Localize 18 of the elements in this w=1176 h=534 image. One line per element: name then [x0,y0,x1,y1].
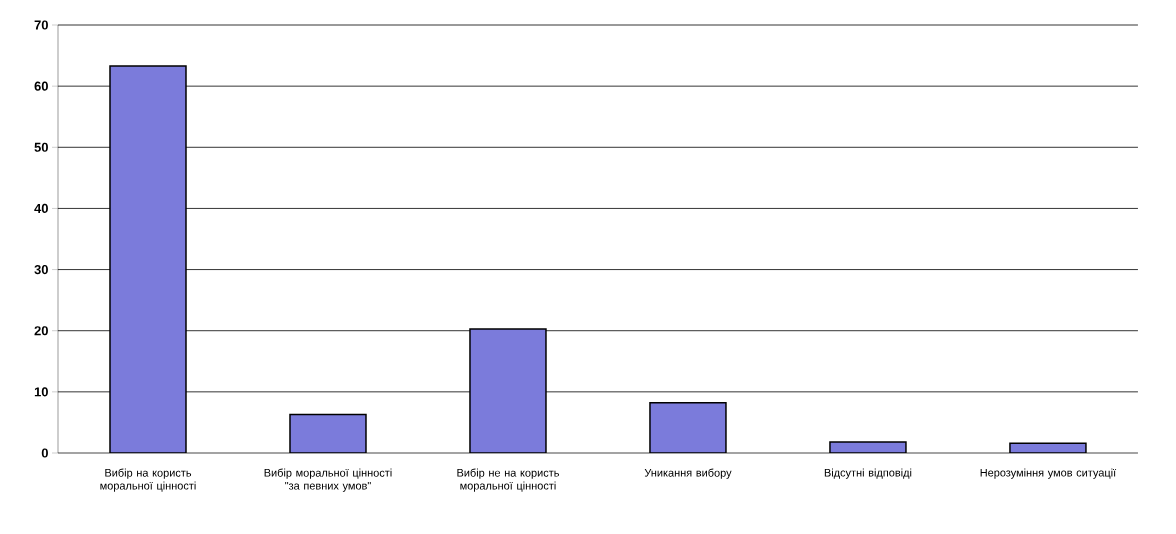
y-tick-label: 40 [34,203,48,214]
y-tick-label: 10 [34,387,48,397]
y-tick-label: 50 [34,142,48,152]
y-tick-label: 30 [34,264,48,275]
x-tick-label: Уникання вибору [644,468,732,479]
x-tick-label: Вибір не на користь моральної цінності [457,468,559,492]
y-tick-label: 70 [34,20,48,30]
bar [469,328,547,453]
x-tick-label: Нерозуміння умов ситуації [980,468,1117,479]
y-tick-label: 60 [34,81,48,91]
x-tick-label: Вибір моральної цінності "за певних умов" [264,468,392,492]
y-tick-label: 0 [41,448,48,458]
x-tick-label: Вибір на користь моральної цінності [100,468,196,492]
y-tick-label: 20 [34,326,48,336]
x-tick-label: Відсутні відповіді [824,468,912,479]
bar [289,413,367,453]
bar [649,402,727,453]
bar [109,65,187,453]
